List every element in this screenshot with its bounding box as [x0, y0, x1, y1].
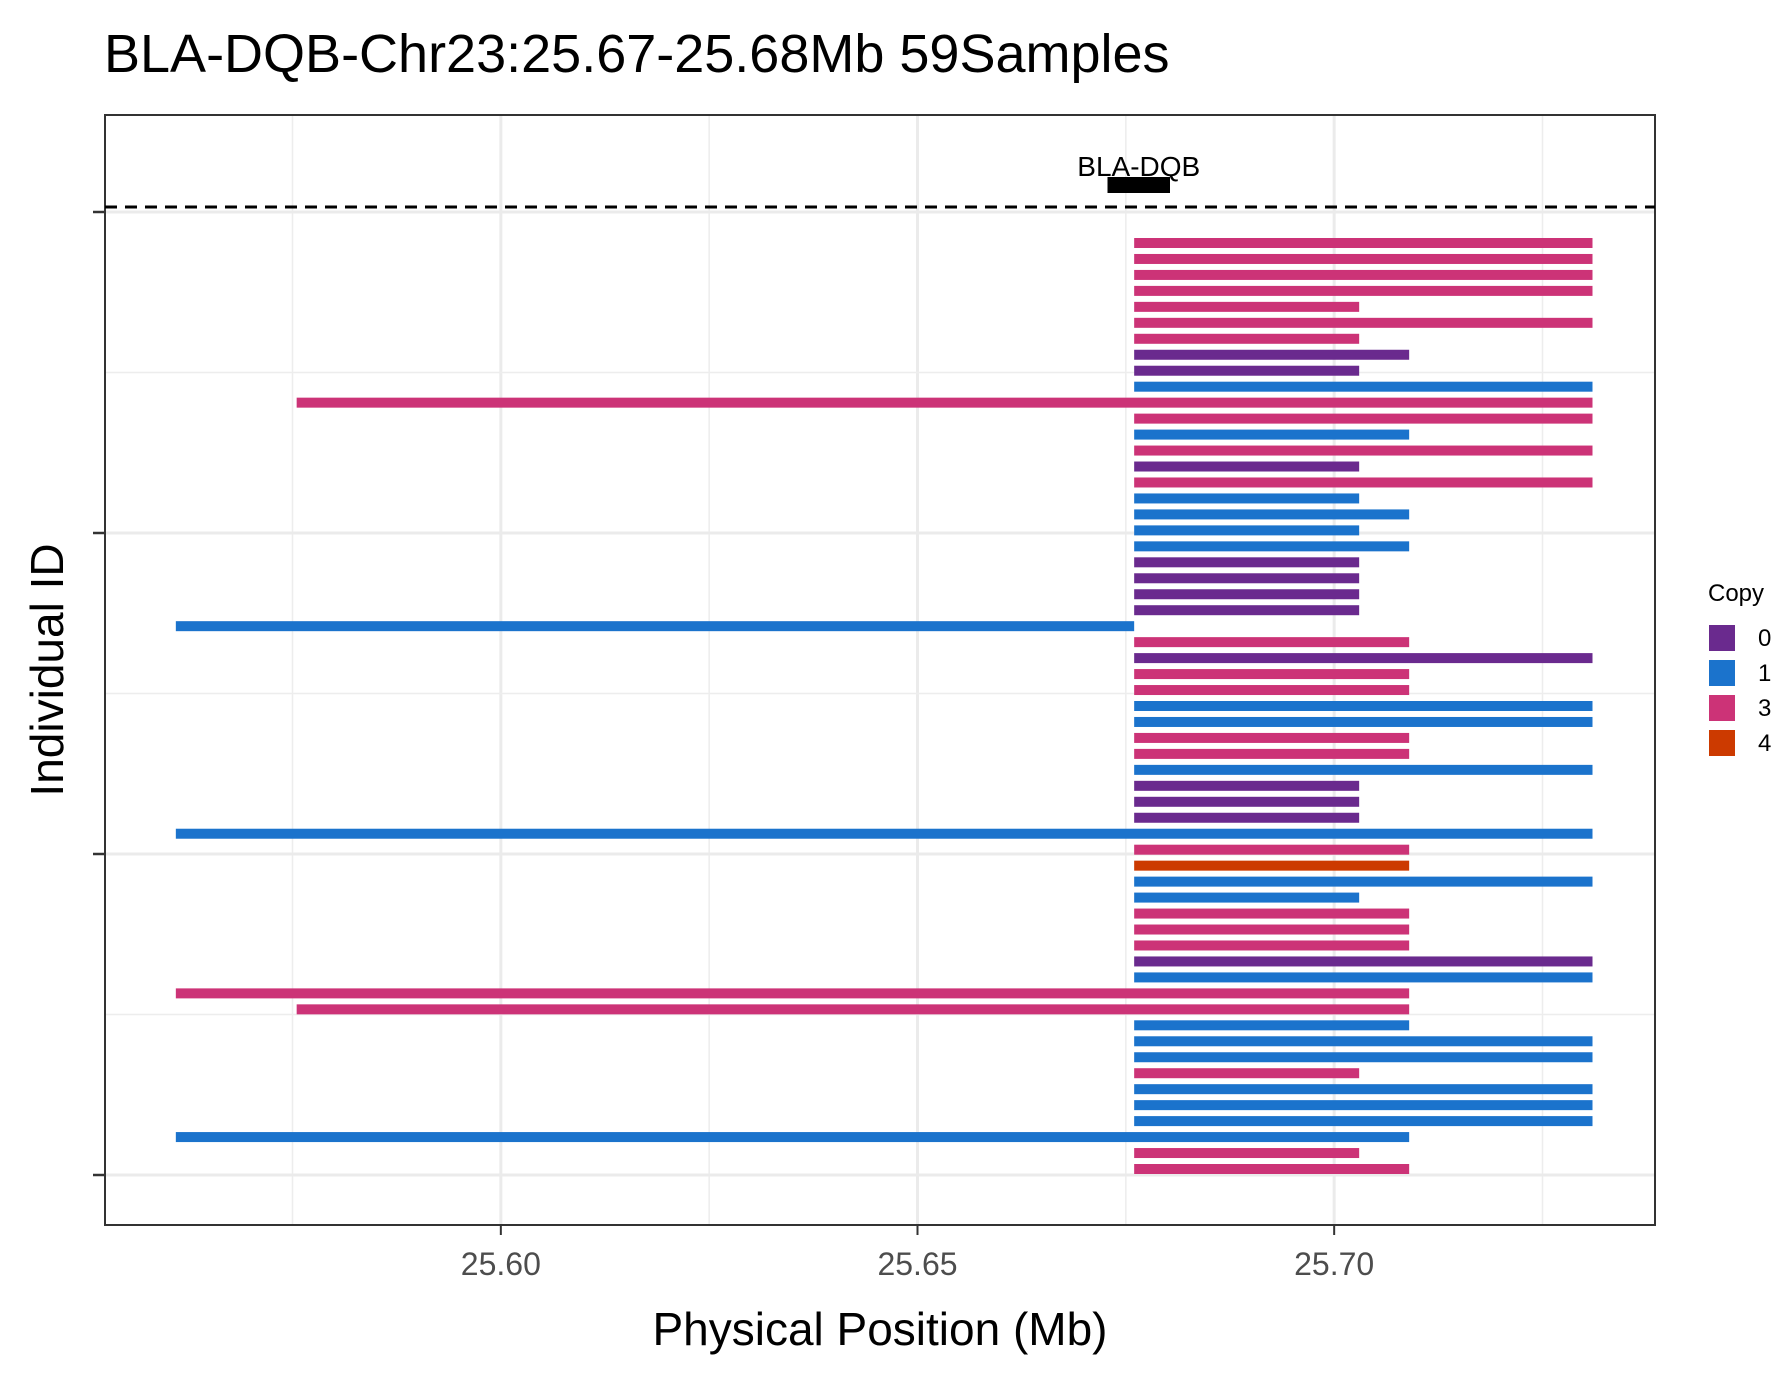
copy-segment-bar	[1134, 573, 1360, 584]
copy-segment-bar	[1134, 812, 1360, 823]
copy-segment-bar	[1134, 1100, 1593, 1111]
y-axis	[93, 210, 105, 1177]
legend-label: 0	[1758, 625, 1771, 652]
legend-swatch	[1709, 660, 1735, 686]
copy-segment-bar	[1134, 764, 1593, 775]
copy-segment-bar	[1134, 301, 1360, 312]
copy-segment-bar	[175, 1132, 1410, 1143]
copy-segment-bar	[1134, 589, 1360, 600]
y-axis-title: Individual ID	[21, 543, 73, 796]
copy-segment-bar	[1134, 349, 1410, 360]
gene-mark	[1107, 177, 1170, 193]
copy-segment-bar	[1134, 477, 1593, 488]
copy-segment-bar	[1134, 1116, 1593, 1127]
copy-segment-bar	[1134, 253, 1593, 264]
copy-segment-bar	[1134, 892, 1360, 903]
copy-segment-bar	[1134, 653, 1593, 664]
x-axis: 25.60 25.65 25.70	[461, 1225, 1374, 1282]
copy-segment-bar	[1134, 685, 1410, 696]
copy-segment-bar	[1134, 269, 1593, 280]
copy-segment-bar	[1134, 1052, 1593, 1063]
copy-segment-bar	[1134, 956, 1593, 967]
copy-segment-bar	[1134, 365, 1360, 376]
copy-segment-bar	[1134, 860, 1410, 871]
x-tick-label: 25.70	[1294, 1246, 1374, 1282]
copy-segment-bar	[1134, 1068, 1360, 1079]
copy-segment-bar	[1134, 381, 1593, 392]
x-tick-label: 25.65	[877, 1246, 957, 1282]
copy-segment-bar	[1134, 701, 1593, 711]
legend-swatch	[1709, 625, 1735, 651]
plot-panel-border	[104, 114, 1656, 1226]
copy-segment-bar	[1134, 669, 1410, 680]
copy-segment-bar	[1134, 557, 1360, 568]
copy-segment-bar	[1134, 908, 1410, 919]
legend-label: 1	[1758, 660, 1771, 687]
copy-segment-bar	[1134, 1084, 1593, 1095]
chart-title: BLA-DQB-Chr23:25.67-25.68Mb 59Samples	[104, 24, 1170, 84]
copy-segment-bar	[175, 828, 1593, 839]
gene-track: BLA-DQB	[105, 151, 1655, 209]
copy-segment-bar	[1134, 876, 1593, 887]
copy-segment-bar	[1134, 1148, 1360, 1159]
copy-segment-bar	[1134, 844, 1410, 855]
copy-segment-bar	[1134, 525, 1360, 536]
copy-segment-bar	[1134, 285, 1593, 296]
legend-swatch	[1709, 730, 1735, 756]
gene-label: BLA-DQB	[1077, 151, 1200, 182]
copy-segment-bar	[296, 397, 1593, 408]
legend-label: 3	[1758, 695, 1771, 722]
copy-segment-bar	[1134, 637, 1410, 648]
copy-segment-bar	[1134, 445, 1593, 456]
x-tick-label: 25.60	[461, 1246, 541, 1282]
copy-segment-bar	[1134, 317, 1593, 328]
copy-segment-bar	[1134, 972, 1593, 983]
copy-segment-bar	[1134, 493, 1360, 504]
copy-segment-bar	[1134, 1020, 1410, 1031]
copy-segment-bar	[1134, 605, 1360, 616]
copy-segment-bar	[1134, 461, 1360, 472]
copy-segment-bar	[1134, 924, 1410, 935]
copy-segment-bar	[1134, 748, 1410, 759]
copy-segment-bar	[1134, 716, 1593, 727]
copy-segment-bar	[1134, 780, 1360, 791]
copy-segment-bar	[175, 621, 1135, 632]
copy-number-bars	[175, 238, 1593, 1174]
copy-segment-bar	[1134, 429, 1410, 440]
x-axis-title: Physical Position (Mb)	[652, 1303, 1107, 1355]
copy-segment-bar	[175, 988, 1410, 999]
copy-segment-bar	[1134, 1036, 1593, 1047]
legend-label: 4	[1758, 730, 1771, 757]
copy-segment-bar	[1134, 333, 1360, 344]
copy-segment-bar	[1134, 413, 1593, 424]
copy-segment-bar	[1134, 509, 1410, 520]
copy-segment-bar	[296, 1004, 1410, 1015]
copy-segment-bar	[1134, 1164, 1410, 1174]
copy-segment-bar	[1134, 940, 1410, 951]
copy-segment-bar	[1134, 541, 1410, 552]
copy-segment-bar	[1134, 238, 1593, 248]
legend-title: Copy	[1708, 580, 1764, 607]
copy-segment-bar	[1134, 732, 1410, 743]
legend: Copy 0 1 3 4	[1708, 580, 1771, 757]
copy-segment-bar	[1134, 796, 1360, 807]
legend-swatch	[1709, 695, 1735, 721]
